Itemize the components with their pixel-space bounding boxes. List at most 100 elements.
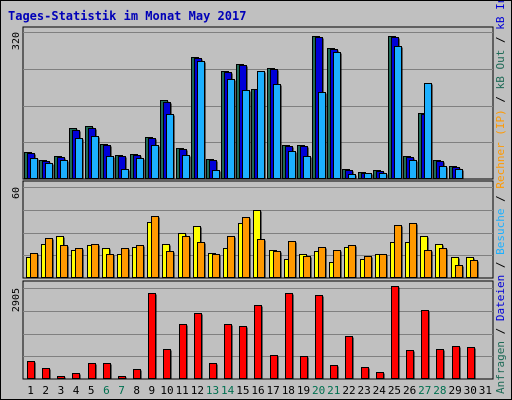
bar bbox=[285, 293, 293, 379]
bar bbox=[106, 254, 114, 278]
bar bbox=[257, 239, 265, 278]
legend-entry: Anfragen bbox=[494, 341, 507, 394]
bar bbox=[364, 173, 372, 179]
x-tick-label: 10 bbox=[160, 384, 173, 397]
panel-middle-max-label: 60 bbox=[11, 187, 22, 199]
bar bbox=[91, 136, 99, 179]
bar bbox=[45, 238, 53, 278]
x-tick-label: 4 bbox=[73, 384, 80, 397]
bar bbox=[318, 92, 326, 179]
bar bbox=[163, 349, 171, 379]
x-tick-label: 27 bbox=[418, 384, 431, 397]
bar bbox=[470, 260, 478, 278]
bar bbox=[45, 163, 53, 179]
x-tick-label: 2 bbox=[42, 384, 49, 397]
panel-bottom-max-label: 2905 bbox=[11, 288, 22, 312]
bar bbox=[376, 372, 384, 379]
bar bbox=[118, 376, 126, 379]
bar bbox=[27, 361, 35, 379]
bar bbox=[300, 356, 308, 379]
bar bbox=[197, 61, 205, 179]
bar bbox=[288, 151, 296, 179]
bar bbox=[121, 248, 129, 278]
x-tick-label: 16 bbox=[251, 384, 264, 397]
bar bbox=[212, 254, 220, 278]
bar bbox=[288, 241, 296, 278]
series-kb-f bbox=[27, 286, 476, 379]
legend-entry: / bbox=[494, 255, 507, 275]
bar bbox=[333, 52, 341, 179]
x-tick-label: 30 bbox=[464, 384, 477, 397]
x-tick-label: 25 bbox=[388, 384, 401, 397]
legend-entry: / bbox=[494, 89, 507, 109]
legend-entry: kB Out bbox=[494, 50, 507, 90]
x-tick-label: 1 bbox=[27, 384, 34, 397]
x-tick-label: 14 bbox=[221, 384, 235, 397]
bar bbox=[345, 336, 353, 379]
x-tick-label: 3 bbox=[58, 384, 65, 397]
legend-entry: kB In bbox=[494, 1, 507, 30]
bar bbox=[88, 363, 96, 379]
x-tick-label: 11 bbox=[176, 384, 189, 397]
bar bbox=[166, 251, 174, 278]
bar bbox=[182, 236, 190, 278]
bar bbox=[424, 83, 432, 179]
bar bbox=[106, 156, 114, 179]
bar bbox=[421, 310, 429, 379]
bar bbox=[364, 256, 372, 278]
legend-entry: Rechner (IP) bbox=[494, 109, 507, 188]
bar bbox=[148, 293, 156, 379]
bar bbox=[273, 84, 281, 179]
x-tick-label: 19 bbox=[297, 384, 310, 397]
bar bbox=[42, 368, 50, 379]
bar bbox=[242, 217, 250, 278]
x-tick-label: 15 bbox=[236, 384, 249, 397]
bar bbox=[72, 373, 80, 379]
x-tick-label: 29 bbox=[448, 384, 461, 397]
bar bbox=[406, 350, 414, 379]
x-tick-label: 8 bbox=[133, 384, 140, 397]
bar bbox=[242, 90, 250, 179]
bar bbox=[391, 286, 399, 379]
right-legend: Anfragen / Dateien / Besuche / Rechner (… bbox=[494, 1, 507, 394]
bar bbox=[121, 169, 129, 179]
x-tick-label: 24 bbox=[373, 384, 387, 397]
x-tick-label: 12 bbox=[191, 384, 204, 397]
bar bbox=[197, 242, 205, 278]
legend-entry: / bbox=[494, 30, 507, 50]
chart-title: Tages-Statistik im Monat May 2017 bbox=[8, 9, 246, 23]
x-tick-label: 18 bbox=[282, 384, 295, 397]
bar bbox=[60, 160, 68, 179]
bar bbox=[133, 369, 141, 379]
series-rechner-out bbox=[30, 216, 479, 278]
bar bbox=[227, 236, 235, 278]
x-axis-tick-labels: 1 2 3 4 5 6 7 8 9 10 11 12 13 14 15 16 17 18 19 20 21 22 23 24 2… bbox=[27, 384, 492, 397]
bar bbox=[303, 156, 311, 179]
panel-top: 320 bbox=[11, 26, 494, 180]
bar bbox=[75, 138, 83, 179]
x-tick-label: 23 bbox=[358, 384, 371, 397]
panel-middle: 60 bbox=[11, 180, 494, 279]
x-tick-label: 31 bbox=[479, 384, 492, 397]
bar bbox=[239, 326, 247, 379]
series-besuche bbox=[30, 46, 464, 179]
bar bbox=[270, 355, 278, 379]
bar bbox=[348, 245, 356, 278]
bar bbox=[439, 248, 447, 278]
x-tick-label: 20 bbox=[312, 384, 325, 397]
bar bbox=[30, 253, 38, 278]
x-tick-label: 9 bbox=[149, 384, 156, 397]
bar bbox=[136, 245, 144, 278]
bar bbox=[57, 376, 65, 379]
bar bbox=[467, 347, 475, 379]
bar bbox=[136, 158, 144, 179]
panel-bottom: 2905 bbox=[11, 280, 494, 380]
bar bbox=[194, 313, 202, 379]
bar bbox=[439, 166, 447, 179]
bar bbox=[315, 295, 323, 379]
x-tick-label: 13 bbox=[206, 384, 219, 397]
bar bbox=[75, 248, 83, 278]
bar bbox=[151, 216, 159, 278]
